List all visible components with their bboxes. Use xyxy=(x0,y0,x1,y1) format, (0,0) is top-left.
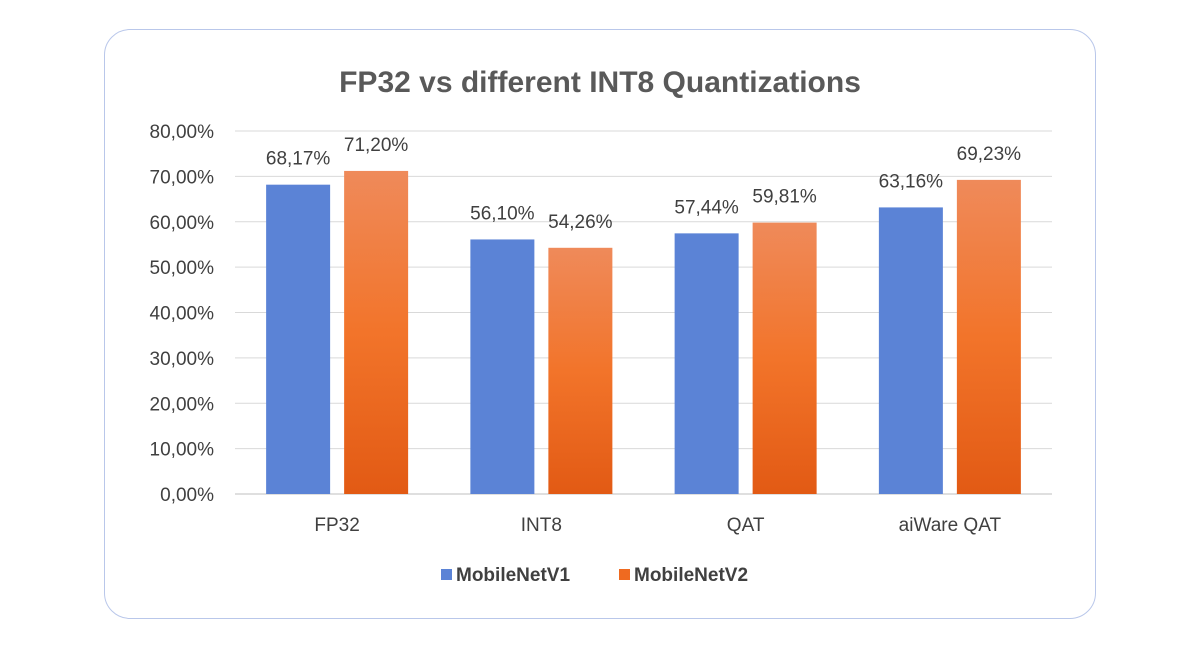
bar-series-2-aiware-qat xyxy=(956,179,1021,494)
data-labels: 68,17% 71,20% 56,10% 54,26% 57,44% 59,81% 63,1… xyxy=(266,135,1021,233)
bar-series-2-qat xyxy=(752,222,817,494)
x-tick-label: INT8 xyxy=(521,515,562,536)
legend-label-series-1: MobileNetV1 xyxy=(456,565,570,586)
legend-swatch-series-2 xyxy=(619,569,630,580)
data-label: 54,26% xyxy=(548,212,613,233)
legend: MobileNetV1 MobileNetV2 xyxy=(441,565,748,586)
bar-series-2-int8 xyxy=(548,247,613,494)
data-label: 71,20% xyxy=(344,135,409,156)
y-axis: 0,00% 10,00% 20,00% 30,00% 40,00% 50,00% 60,00… xyxy=(150,122,215,506)
y-tick-label: 60,00% xyxy=(150,213,215,234)
bar-series-1-aiware-qat xyxy=(878,207,943,494)
x-tick-label: FP32 xyxy=(314,515,359,536)
y-tick-label: 0,00% xyxy=(160,485,214,506)
legend-swatch-series-1 xyxy=(441,569,452,580)
y-tick-label: 50,00% xyxy=(150,258,215,279)
x-tick-label: aiWare QAT xyxy=(899,515,1002,536)
chart-title: FP32 vs different INT8 Quantizations xyxy=(339,66,861,99)
data-label: 57,44% xyxy=(674,197,739,218)
bar-series-1-qat xyxy=(674,233,739,494)
data-label: 56,10% xyxy=(470,203,535,224)
data-label: 69,23% xyxy=(957,144,1022,165)
bar-series-2-fp32 xyxy=(344,170,409,494)
x-tick-label: QAT xyxy=(727,515,765,536)
data-label: 59,81% xyxy=(752,187,817,208)
x-axis: FP32 INT8 QAT aiWare QAT xyxy=(314,515,1001,536)
y-tick-label: 20,00% xyxy=(150,394,215,415)
data-label: 68,17% xyxy=(266,149,331,170)
bar-series-1-int8 xyxy=(470,239,535,494)
bars xyxy=(266,170,1021,494)
bar-series-1-fp32 xyxy=(266,184,331,494)
y-tick-label: 30,00% xyxy=(150,349,215,370)
y-tick-label: 10,00% xyxy=(150,440,215,461)
y-tick-label: 70,00% xyxy=(150,167,215,188)
y-tick-label: 80,00% xyxy=(150,122,215,143)
data-label: 63,16% xyxy=(879,171,944,192)
legend-label-series-2: MobileNetV2 xyxy=(634,565,748,586)
y-tick-label: 40,00% xyxy=(150,304,215,325)
